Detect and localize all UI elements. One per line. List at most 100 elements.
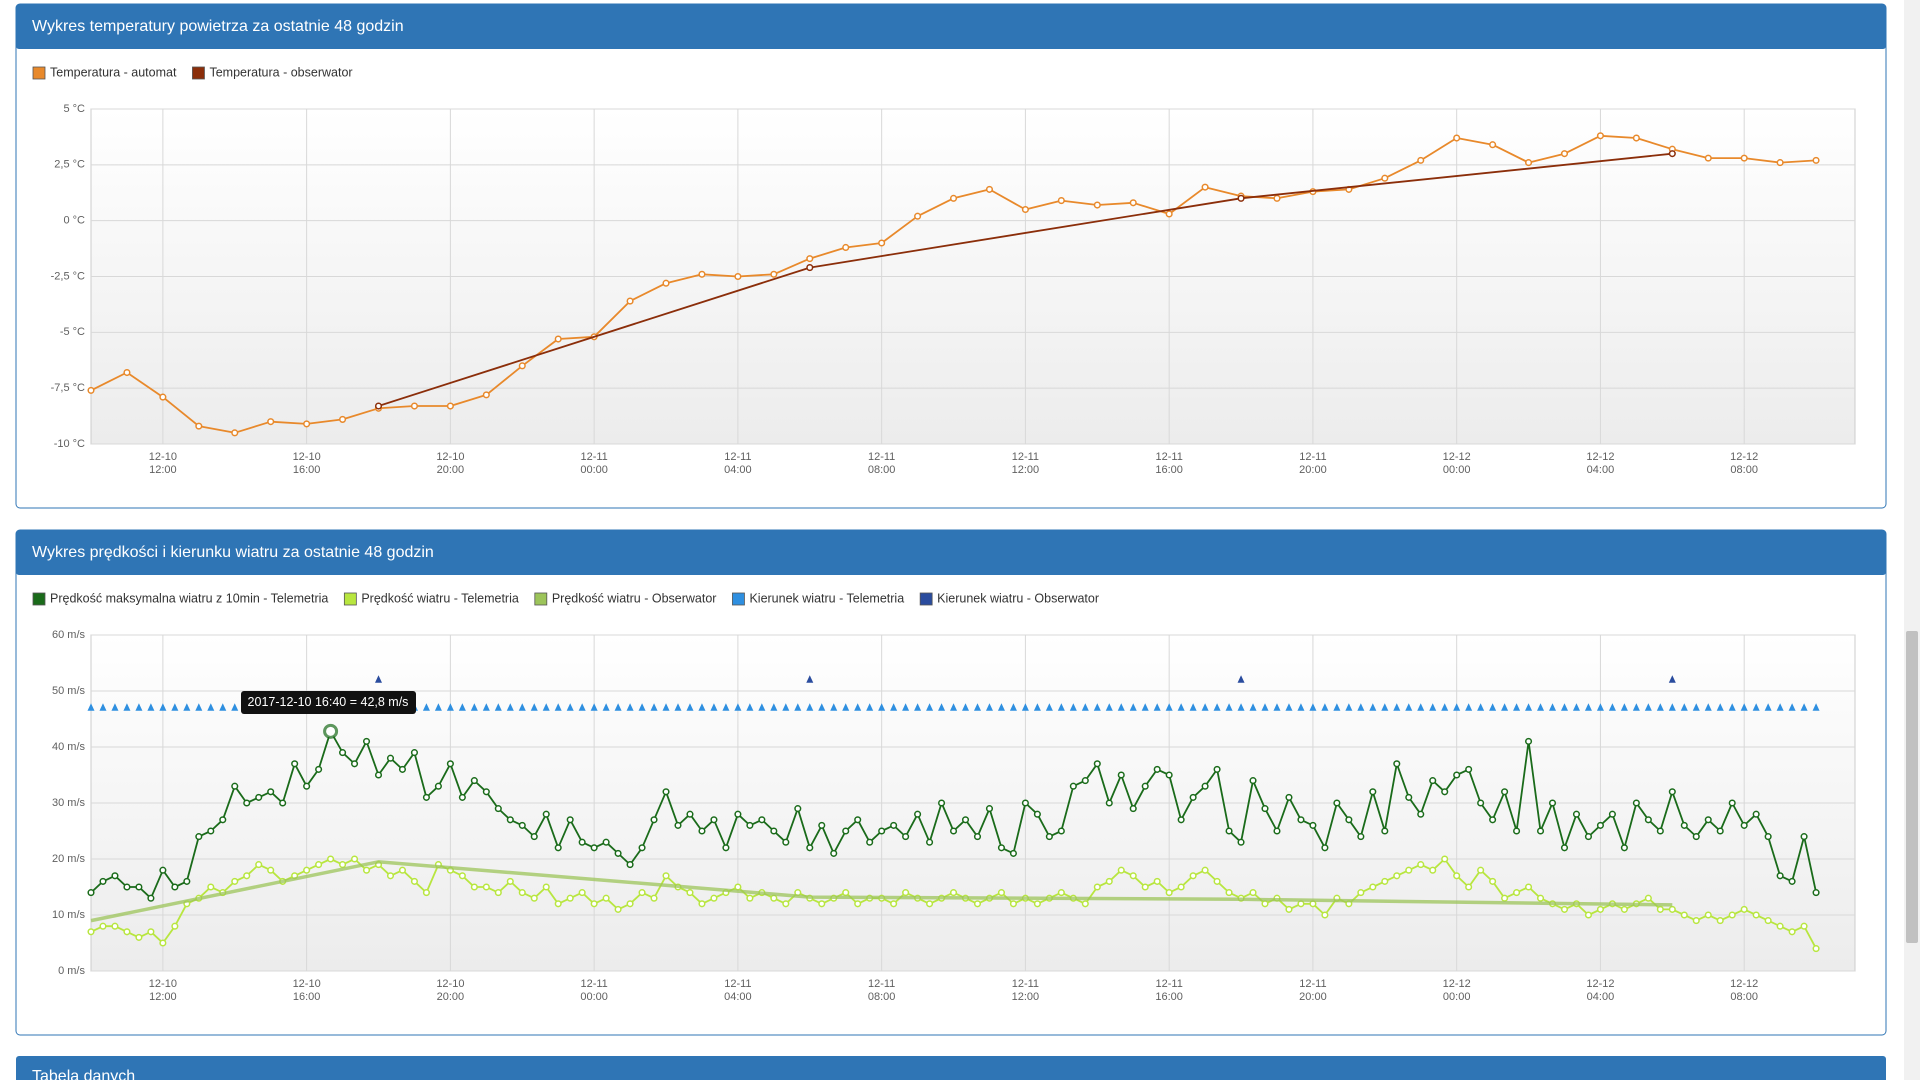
direction-marker [422,703,430,711]
x-tick-label: 20:00 [1299,991,1327,1003]
data-point [650,894,658,902]
data-point [1249,889,1257,897]
direction-marker [1141,703,1149,711]
direction-marker [1560,703,1568,711]
data-point [1477,866,1485,874]
direction-marker [866,703,874,711]
data-point [255,861,263,869]
y-tick-label: 2,5 °C [54,159,85,171]
data-point [1369,883,1377,891]
data-point [926,838,934,846]
legend-swatch [32,66,46,80]
data-point [123,928,131,936]
direction-marker [902,703,910,711]
data-point [1321,911,1329,919]
data-point [938,799,946,807]
data-point [1489,141,1497,149]
data-point [1776,872,1784,880]
direction-marker [914,703,922,711]
data-point [1417,861,1425,869]
data-point [1093,201,1101,209]
data-point [1273,827,1281,835]
direction-marker [494,703,502,711]
data-point [195,833,203,841]
direction-marker [1441,703,1449,711]
x-tick-label: 04:00 [724,991,752,1003]
y-tick-label: 0 °C [63,215,85,227]
data-point [997,889,1006,897]
data-point [351,760,359,768]
data-point [267,866,275,874]
direction-marker [1584,703,1592,711]
data-point [1393,760,1401,768]
data-point [1429,866,1437,874]
data-point [207,827,215,835]
y-tick-label: -2,5 °C [51,270,85,282]
data-point [1081,777,1089,785]
data-point [1536,827,1545,835]
data-point [1728,799,1736,807]
data-point [267,418,275,426]
direction-marker [926,703,934,711]
data-point [1381,174,1389,182]
direction-marker [171,703,179,711]
y-tick-label: 60 m/s [52,629,86,641]
data-point [1764,917,1772,925]
direction-marker [195,703,203,711]
data-point [231,782,239,790]
data-point [1740,905,1748,913]
x-tick-label: 16:00 [293,464,321,476]
tooltip-text: 2017-12-10 16:40 = 42,8 m/s [248,695,409,709]
data-point [422,793,430,801]
data-point [1800,922,1808,930]
data-point [626,861,634,869]
data-point [746,894,754,902]
direction-marker [938,703,946,711]
direction-marker [1081,703,1089,711]
direction-marker [111,703,119,711]
data-point [806,264,814,272]
panel-header[interactable] [16,1056,1886,1080]
direction-marker [890,703,898,711]
data-point [482,883,490,891]
data-point [1465,883,1473,891]
direction-marker [1453,703,1461,711]
direction-marker [1309,703,1317,711]
direction-marker [1477,703,1485,711]
data-point [1177,816,1185,824]
direction-marker [1285,703,1293,711]
data-point [626,900,634,908]
scrollbar-thumb[interactable] [1906,631,1918,943]
direction-marker [1237,703,1245,711]
data-point [1033,810,1041,818]
direction-marker [1369,703,1377,711]
data-point [1369,788,1377,796]
data-point [195,422,203,430]
direction-marker [1596,703,1604,711]
data-point [518,821,526,829]
series-line [378,152,1673,407]
data-point [961,816,970,824]
data-point [339,749,347,757]
data-point [1525,883,1533,891]
direction-marker [1201,703,1209,711]
data-point [1453,872,1461,880]
direction-marker [1237,675,1245,683]
data-point [1333,799,1341,807]
direction-marker [782,703,790,711]
data-point [1021,799,1029,807]
direction-marker [1800,703,1808,711]
data-point [1129,872,1137,880]
data-point [1632,799,1640,807]
x-tick-label: 12-12 [1443,978,1471,990]
data-point [1788,877,1796,885]
data-point [1093,760,1101,768]
data-point [1285,905,1293,913]
y-tick-label: 20 m/s [52,853,86,865]
direction-marker [973,703,981,711]
data-point [590,844,598,852]
direction-marker [1812,703,1820,711]
x-tick-label: 16:00 [293,991,321,1003]
data-point [398,765,407,773]
